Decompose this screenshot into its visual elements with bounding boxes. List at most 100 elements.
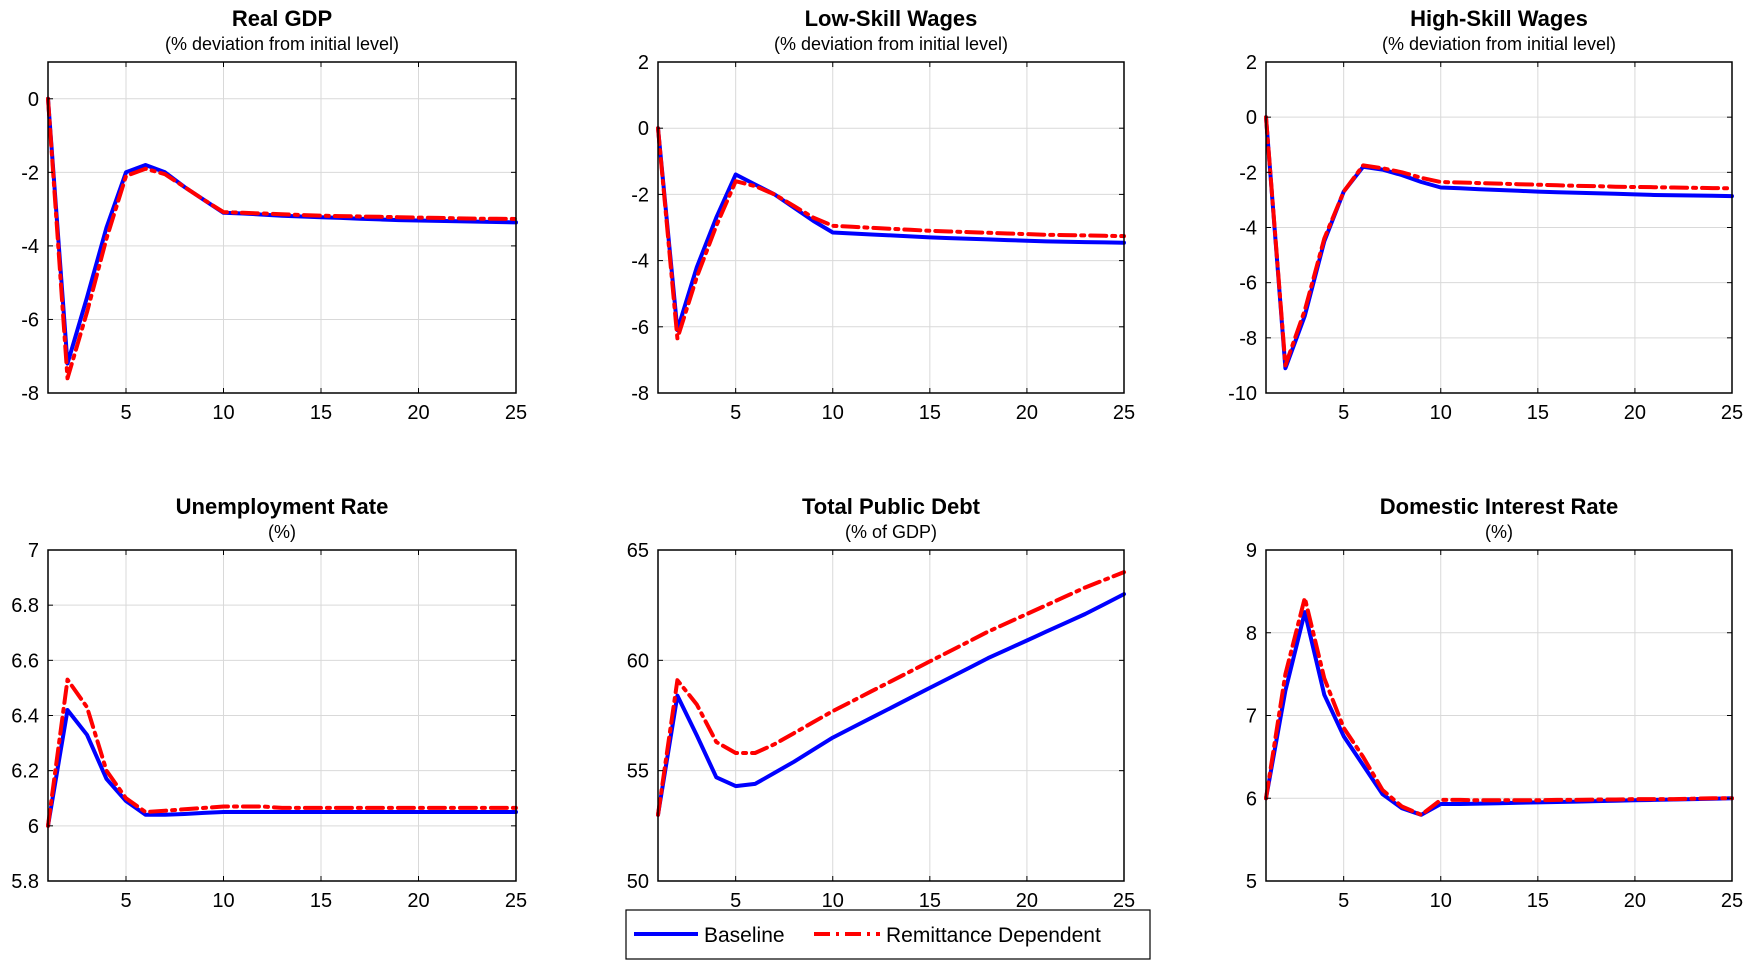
panel-1: 5 10 15 20 25 -8 -6 -4 -2 0 Real GDP (% deviation f… — [21, 6, 527, 424]
x-tick-label: 20 — [407, 402, 429, 424]
chart-subtitle: (% deviation from initial level) — [165, 34, 399, 54]
legend-label-baseline: Baseline — [704, 924, 785, 947]
y-tick-label: 7 — [1246, 706, 1257, 728]
y-tick-label: -2 — [631, 184, 649, 206]
y-tick-label: 5 — [1246, 871, 1257, 893]
x-tick-label: 20 — [1016, 402, 1038, 424]
x-tick-label: 25 — [1113, 402, 1135, 424]
axes-box — [657, 549, 1125, 882]
y-tick-label: 50 — [627, 871, 649, 893]
x-tick-label: 25 — [1721, 402, 1743, 424]
y-tick-label: 6 — [28, 816, 39, 838]
series-line-remittance — [656, 126, 1126, 341]
y-tick-label: 6.4 — [11, 706, 39, 728]
y-tick-label: -8 — [21, 383, 39, 405]
chart-subtitle: (%) — [268, 522, 296, 542]
y-tick-label: 9 — [1246, 540, 1257, 562]
x-tick-label: 25 — [505, 402, 527, 424]
panel-6: 5 10 15 20 25 5 6 7 8 9 Domestic Interest Rate (%) — [1246, 494, 1743, 912]
legend-box — [625, 909, 1151, 960]
x-tick-label: 10 — [212, 402, 234, 424]
x-tick-label: 5 — [730, 890, 741, 912]
plot-area — [48, 62, 516, 393]
x-tick-label: 20 — [1016, 890, 1038, 912]
series-line-baseline — [656, 592, 1126, 817]
axes-box — [657, 61, 1125, 394]
series-line-remittance — [1264, 115, 1734, 368]
x-tick-label: 10 — [822, 890, 844, 912]
x-tick-label: 5 — [120, 402, 131, 424]
series-line-remittance — [46, 677, 518, 828]
y-tick-label: 6.6 — [11, 650, 39, 672]
x-tick-label: 10 — [212, 890, 234, 912]
y-tick-label: 0 — [28, 89, 39, 111]
x-tick-label: 5 — [120, 890, 131, 912]
panel-5: 5 10 15 20 25 50 55 60 65 Total Public Debt (% of … — [627, 494, 1135, 912]
y-tick-label: -8 — [631, 383, 649, 405]
x-tick-label: 20 — [407, 890, 429, 912]
chart-title: Domestic Interest Rate — [1380, 494, 1618, 519]
y-tick-label: 5.8 — [11, 871, 39, 893]
chart-subtitle: (%) — [1485, 522, 1513, 542]
x-tick-label: 15 — [1527, 402, 1549, 424]
chart-title: High-Skill Wages — [1410, 6, 1588, 31]
x-tick-label: 20 — [1624, 402, 1646, 424]
plot-area — [658, 550, 1124, 881]
y-tick-label: 0 — [638, 118, 649, 140]
x-tick-label: 15 — [919, 402, 941, 424]
x-tick-label: 10 — [1430, 402, 1452, 424]
series-line-remittance — [46, 96, 518, 381]
y-tick-label: 55 — [627, 761, 649, 783]
y-tick-label: -2 — [1239, 162, 1257, 184]
chart-subtitle: (% deviation from initial level) — [1382, 34, 1616, 54]
y-tick-label: -10 — [1228, 383, 1257, 405]
y-tick-label: 8 — [1246, 623, 1257, 645]
y-tick-label: -6 — [631, 317, 649, 339]
y-tick-label: 60 — [627, 650, 649, 672]
series-line-remittance — [656, 570, 1126, 817]
panel-4: 5 10 15 20 25 5.8 6 6.2 6.4 6.6 6.8 7 Unemployment R… — [11, 494, 527, 912]
x-tick-label: 25 — [1721, 890, 1743, 912]
series-line-remittance — [1264, 596, 1734, 817]
y-tick-label: 0 — [1246, 107, 1257, 129]
y-tick-label: 6 — [1246, 788, 1257, 810]
y-tick-label: -6 — [1239, 273, 1257, 295]
series-line-baseline — [656, 126, 1126, 333]
y-tick-label: -4 — [21, 236, 39, 258]
x-tick-label: 10 — [822, 402, 844, 424]
x-tick-label: 15 — [310, 402, 332, 424]
chart-subtitle: (% deviation from initial level) — [774, 34, 1008, 54]
axes-box — [47, 61, 517, 394]
chart-subtitle: (% of GDP) — [845, 522, 937, 542]
y-tick-label: 7 — [28, 540, 39, 562]
x-tick-label: 25 — [1113, 890, 1135, 912]
y-tick-label: -2 — [21, 162, 39, 184]
y-tick-label: 2 — [1246, 52, 1257, 74]
plot-area — [658, 62, 1124, 393]
x-tick-label: 5 — [730, 402, 741, 424]
panel-3: 5 10 15 20 25 -10 -8 -6 -4 -2 0 2 High-Skill Wages (%… — [1228, 6, 1743, 424]
legend-label-remittance: Remittance Dependent — [886, 924, 1101, 947]
chart-title: Real GDP — [232, 6, 332, 31]
x-tick-label: 15 — [919, 890, 941, 912]
y-tick-label: 6.2 — [11, 761, 39, 783]
y-tick-label: -8 — [1239, 328, 1257, 350]
chart-title: Low-Skill Wages — [805, 6, 978, 31]
x-tick-label: 15 — [310, 890, 332, 912]
chart-title: Total Public Debt — [802, 494, 981, 519]
y-tick-label: 2 — [638, 52, 649, 74]
panel-2: 5 10 15 20 25 -8 -6 -4 -2 0 2 Low-Skill Wages (% dev… — [631, 6, 1135, 424]
y-tick-label: 65 — [627, 540, 649, 562]
x-tick-label: 10 — [1430, 890, 1452, 912]
y-tick-label: -4 — [1239, 218, 1257, 240]
series-line-baseline — [46, 708, 518, 828]
x-tick-label: 5 — [1338, 890, 1349, 912]
y-tick-label: -6 — [21, 309, 39, 331]
x-tick-label: 25 — [505, 890, 527, 912]
x-tick-label: 5 — [1338, 402, 1349, 424]
y-tick-label: -4 — [631, 251, 649, 273]
y-tick-label: 6.8 — [11, 595, 39, 617]
chart-title: Unemployment Rate — [176, 494, 389, 519]
x-tick-label: 15 — [1527, 890, 1549, 912]
